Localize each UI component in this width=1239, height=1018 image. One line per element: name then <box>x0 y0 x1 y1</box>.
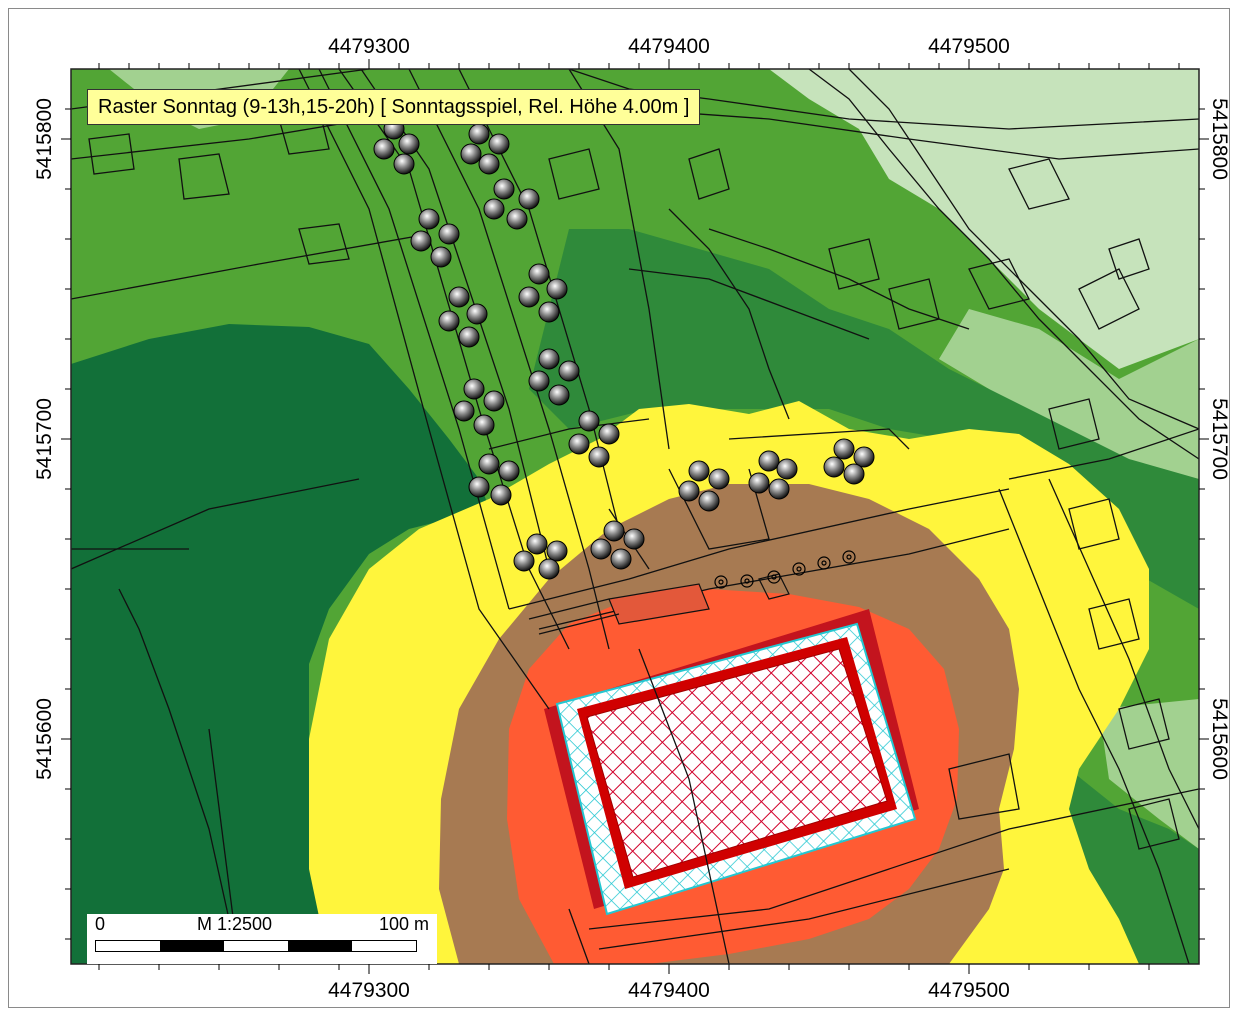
tree-symbols <box>373 118 875 580</box>
scale-segment <box>288 941 352 951</box>
scale-bar <box>95 940 417 952</box>
x-tick-top-2: 4479400 <box>628 35 710 58</box>
zone-darkest-green <box>71 324 489 964</box>
zone-very-light-green <box>769 69 1199 369</box>
y-tick-left-2: 5415700 <box>33 398 56 480</box>
y-tick-right-2: 5415700 <box>1208 398 1231 480</box>
scale-end-label: 100 m <box>378 914 429 934</box>
x-tick-bottom-3: 4479500 <box>928 979 1010 1002</box>
scale-ratio-label: M 1:2500 <box>197 914 273 934</box>
zone-dark-green-centre <box>529 229 1199 609</box>
pitch-inner-hatch <box>586 648 888 878</box>
y-tick-left-1: 5415800 <box>33 98 56 180</box>
map-frame: 4479300 4479400 4479500 4479300 4479400 … <box>8 8 1231 1008</box>
map-border <box>70 68 1200 965</box>
scale-bar-panel: 0 M 1:2500 100 m <box>87 914 437 964</box>
x-tick-bottom-1: 4479300 <box>328 979 410 1002</box>
parcel-lines <box>71 69 1199 964</box>
zone-light-green-bottom-right <box>1099 699 1199 849</box>
tick-marks <box>61 59 1209 974</box>
y-tick-right-1: 5415800 <box>1208 98 1231 180</box>
noise-map: 4479300 4479400 4479500 4479300 4479400 … <box>33 35 1231 1002</box>
scale-segment <box>96 941 160 951</box>
x-tick-top-1: 4479300 <box>328 35 410 58</box>
scale-start-label: 0 <box>95 914 106 934</box>
lamp-post-symbols <box>714 550 856 589</box>
scale-segment <box>352 941 416 951</box>
scale-segment <box>224 941 288 951</box>
y-tick-right-3: 5415600 <box>1208 698 1231 780</box>
scale-segment <box>160 941 224 951</box>
x-tick-bottom-2: 4479400 <box>628 979 710 1002</box>
map-title: Raster Sonntag (9-13h,15-20h) [ Sonntags… <box>87 89 701 125</box>
x-tick-top-3: 4479500 <box>928 35 1010 58</box>
y-tick-left-3: 5415600 <box>33 698 56 780</box>
